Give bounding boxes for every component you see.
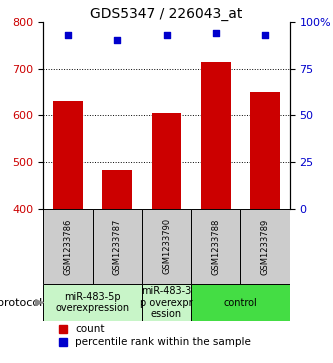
Bar bbox=[142, 284, 191, 321]
Text: GSM1233789: GSM1233789 bbox=[260, 218, 270, 274]
Text: miR-483-3
p overexpr
ession: miR-483-3 p overexpr ession bbox=[140, 286, 193, 319]
Bar bbox=[250, 92, 280, 209]
Bar bbox=[240, 209, 290, 284]
Text: GSM1233788: GSM1233788 bbox=[211, 218, 220, 274]
Point bbox=[213, 30, 218, 36]
Text: GSM1233787: GSM1233787 bbox=[113, 218, 122, 274]
Bar bbox=[103, 170, 132, 209]
Bar bbox=[191, 284, 290, 321]
Bar bbox=[43, 284, 142, 321]
Text: GSM1233786: GSM1233786 bbox=[63, 218, 73, 274]
Bar bbox=[93, 209, 142, 284]
Text: protocol: protocol bbox=[0, 298, 42, 307]
Bar bbox=[152, 113, 181, 209]
Bar bbox=[43, 209, 93, 284]
Text: percentile rank within the sample: percentile rank within the sample bbox=[75, 338, 251, 347]
Point bbox=[262, 32, 268, 38]
Text: GSM1233790: GSM1233790 bbox=[162, 218, 171, 274]
Text: control: control bbox=[223, 298, 257, 307]
Bar bbox=[142, 209, 191, 284]
Point bbox=[65, 32, 71, 38]
Text: miR-483-5p
overexpression: miR-483-5p overexpression bbox=[56, 292, 130, 313]
Point bbox=[164, 32, 169, 38]
Bar bbox=[191, 209, 240, 284]
Text: count: count bbox=[75, 324, 105, 334]
Bar bbox=[53, 101, 83, 209]
Title: GDS5347 / 226043_at: GDS5347 / 226043_at bbox=[90, 7, 243, 21]
Bar bbox=[201, 62, 230, 209]
Point bbox=[115, 38, 120, 44]
